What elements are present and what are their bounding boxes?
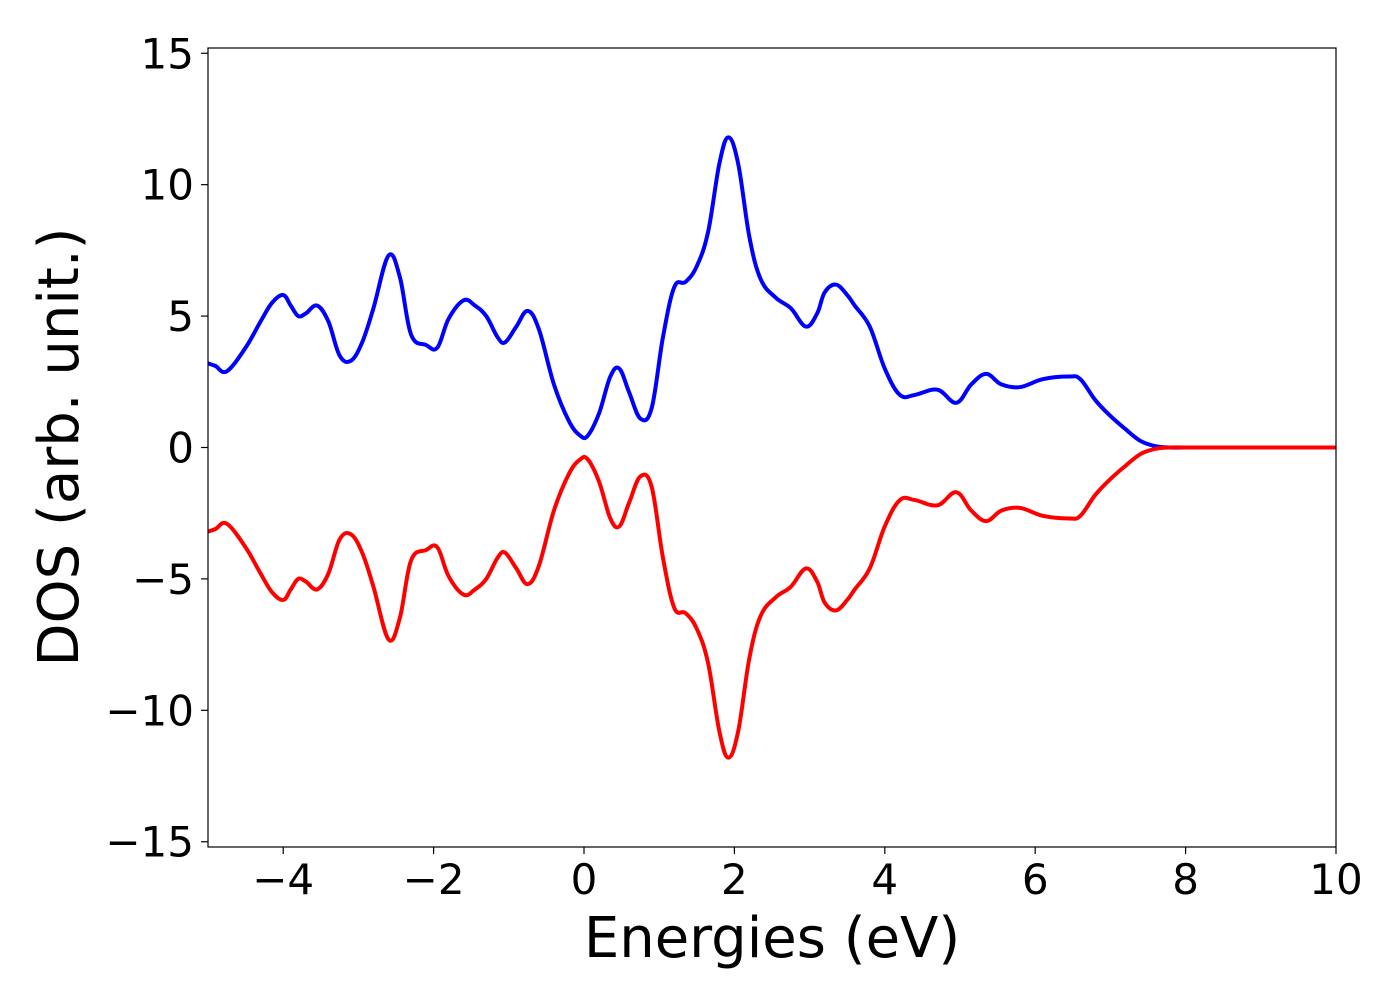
x-tick-label: 10 xyxy=(1309,855,1362,904)
x-tick-label: −2 xyxy=(403,855,465,904)
x-tick-label: 2 xyxy=(721,855,748,904)
y-tick-label: −5 xyxy=(132,555,194,604)
series-line-2 xyxy=(208,445,1336,760)
x-tick-label: 8 xyxy=(1172,855,1199,904)
y-tick-label: 0 xyxy=(167,424,194,473)
x-tick-label: 6 xyxy=(1022,855,1049,904)
y-tick-label: −15 xyxy=(105,818,194,867)
y-axis-ticks: 15 10 5 0 −5 −10 −15 xyxy=(105,29,208,867)
x-tick-label: 4 xyxy=(871,855,898,904)
y-tick-label: −10 xyxy=(105,686,194,735)
y-axis-title: DOS (arb. unit.) xyxy=(27,227,92,666)
y-tick-label: 15 xyxy=(141,29,194,78)
x-tick-label: 0 xyxy=(571,855,598,904)
x-axis-ticks: −4 −2 0 2 4 6 8 10 xyxy=(252,847,1363,904)
y-tick-label: 10 xyxy=(141,161,194,210)
y-tick-label: 5 xyxy=(167,292,194,341)
series-layer xyxy=(208,135,1336,760)
series-line-1 xyxy=(208,135,1336,450)
x-tick-label: −4 xyxy=(252,855,314,904)
x-axis-title: Energies (eV) xyxy=(584,906,960,971)
